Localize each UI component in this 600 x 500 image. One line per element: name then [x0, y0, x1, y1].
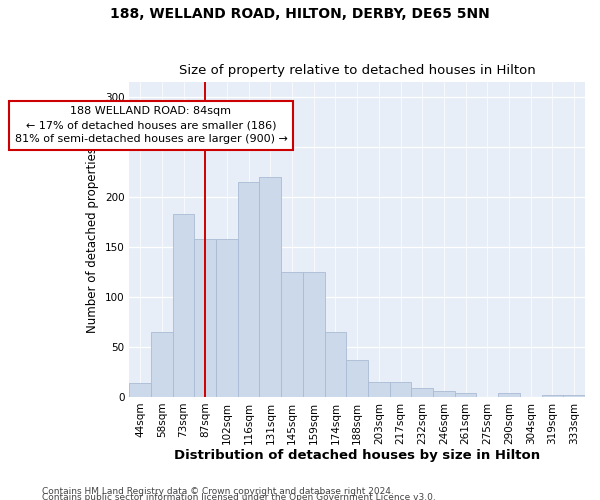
Bar — [238, 182, 259, 397]
Bar — [433, 391, 455, 397]
Text: Contains HM Land Registry data © Crown copyright and database right 2024.: Contains HM Land Registry data © Crown c… — [42, 486, 394, 496]
Y-axis label: Number of detached properties: Number of detached properties — [86, 146, 99, 332]
Bar — [259, 177, 281, 397]
Bar — [498, 393, 520, 397]
Bar — [368, 382, 389, 397]
Bar — [389, 382, 412, 397]
Text: 188 WELLAND ROAD: 84sqm
← 17% of detached houses are smaller (186)
81% of semi-d: 188 WELLAND ROAD: 84sqm ← 17% of detache… — [14, 106, 287, 144]
Bar — [346, 360, 368, 397]
Bar — [455, 393, 476, 397]
Bar — [281, 272, 303, 397]
Bar — [303, 272, 325, 397]
Bar — [129, 383, 151, 397]
Bar — [194, 239, 216, 397]
Bar — [173, 214, 194, 397]
Text: 188, WELLAND ROAD, HILTON, DERBY, DE65 5NN: 188, WELLAND ROAD, HILTON, DERBY, DE65 5… — [110, 8, 490, 22]
Bar — [325, 332, 346, 397]
Text: Contains public sector information licensed under the Open Government Licence v3: Contains public sector information licen… — [42, 492, 436, 500]
Bar — [151, 332, 173, 397]
Bar — [542, 395, 563, 397]
X-axis label: Distribution of detached houses by size in Hilton: Distribution of detached houses by size … — [174, 450, 540, 462]
Bar — [216, 239, 238, 397]
Bar — [412, 388, 433, 397]
Bar — [563, 395, 585, 397]
Title: Size of property relative to detached houses in Hilton: Size of property relative to detached ho… — [179, 64, 536, 77]
